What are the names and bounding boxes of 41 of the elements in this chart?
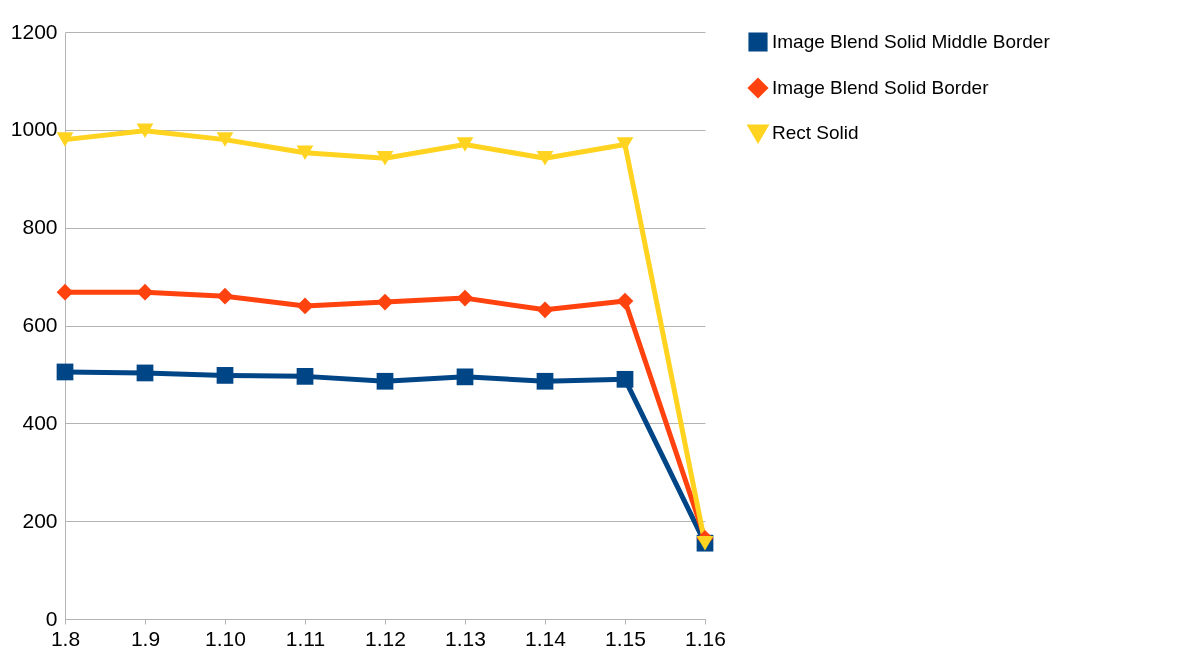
y-tick-label: 400 bbox=[22, 410, 58, 434]
point bbox=[136, 364, 154, 382]
point bbox=[56, 283, 74, 301]
x-tick-label: 1.10 bbox=[205, 626, 246, 650]
point bbox=[376, 372, 394, 390]
y-tick-label: 800 bbox=[22, 215, 58, 239]
point bbox=[216, 287, 234, 305]
point bbox=[216, 367, 234, 384]
point bbox=[456, 368, 474, 386]
x-tick-label: 1.9 bbox=[130, 626, 161, 650]
x-tick-label: 1.11 bbox=[285, 626, 326, 650]
point bbox=[536, 150, 554, 166]
legend-label: Rect Solid bbox=[772, 122, 859, 143]
y-tick-label: 1000 bbox=[10, 117, 58, 141]
y-tick-label: 600 bbox=[22, 313, 58, 336]
point bbox=[136, 123, 154, 139]
point bbox=[376, 150, 394, 166]
point bbox=[456, 289, 474, 307]
point bbox=[536, 301, 554, 319]
x-tick-label: 1.12 bbox=[365, 626, 406, 650]
point bbox=[616, 137, 634, 152]
x-tick-label: 1.15 bbox=[605, 626, 646, 650]
point bbox=[536, 372, 554, 390]
point bbox=[296, 145, 314, 161]
y-tick-label: 200 bbox=[22, 508, 58, 532]
point bbox=[56, 363, 74, 381]
point bbox=[56, 132, 74, 147]
point bbox=[296, 368, 314, 385]
point bbox=[296, 297, 314, 315]
x-tick-label: 1.16 bbox=[685, 626, 726, 650]
point bbox=[456, 137, 474, 152]
legend-label: Image Blend Solid Middle Border bbox=[772, 31, 1051, 52]
point bbox=[376, 293, 394, 311]
x-tick-label: 1.13 bbox=[445, 626, 486, 650]
y-tick-label: 1200 bbox=[10, 19, 58, 43]
legend-label: Image Blend Solid Border bbox=[772, 77, 990, 98]
point bbox=[616, 292, 634, 310]
point bbox=[616, 370, 634, 388]
point bbox=[216, 132, 234, 147]
x-tick-label: 1.14 bbox=[525, 626, 567, 650]
point bbox=[136, 283, 154, 301]
